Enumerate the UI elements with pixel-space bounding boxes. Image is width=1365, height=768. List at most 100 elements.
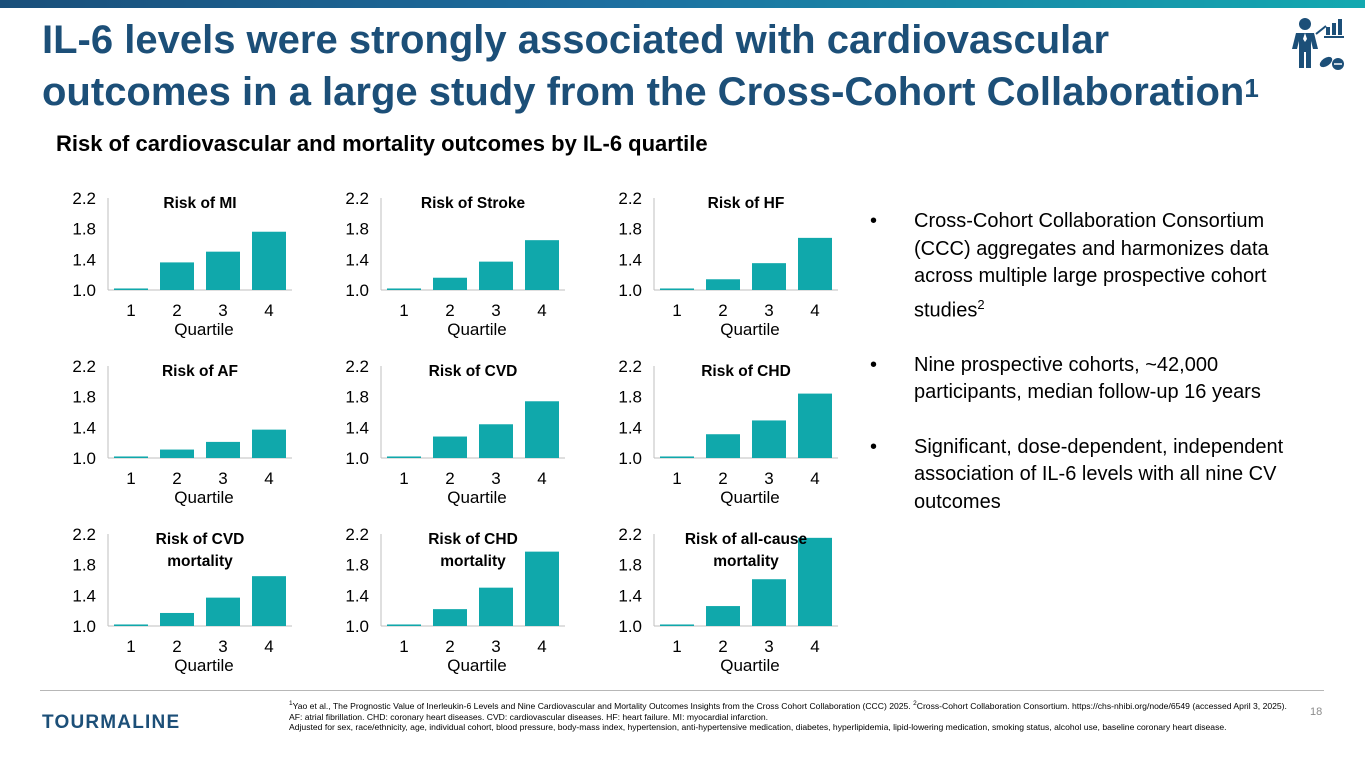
y-tick-label: 1.8 <box>618 556 642 575</box>
key-point-item: • Cross-Cohort Collaboration Consortium (… <box>870 208 1290 325</box>
bar-quartile-1 <box>387 624 421 626</box>
bar-quartile-3 <box>752 420 786 458</box>
footnote-abbreviations: AF: atrial fibrillation. CHD: coronary h… <box>289 711 769 722</box>
y-tick-label: 2.2 <box>345 189 369 208</box>
y-tick-label: 1.4 <box>345 418 369 437</box>
y-tick-label: 1.0 <box>345 449 369 468</box>
x-tick-label: 1 <box>399 637 408 656</box>
x-axis-label: Quartile <box>447 656 507 675</box>
bar-quartile-2 <box>160 612 194 626</box>
bar-quartile-2 <box>706 434 740 458</box>
footnote-ref2-sup: 2 <box>913 700 917 707</box>
page-number: 18 <box>1310 706 1323 718</box>
bullet-icon: • <box>870 353 878 376</box>
key-point-item: • Significant, dose-dependent, independen… <box>870 434 1290 517</box>
x-tick-label: 2 <box>718 637 727 656</box>
researcher-with-chart-and-pills-icon <box>1292 18 1344 70</box>
y-tick-label: 1.0 <box>618 449 642 468</box>
bar-quartile-4 <box>525 401 559 458</box>
bar-quartile-3 <box>752 579 786 626</box>
y-tick-label: 1.8 <box>618 220 642 239</box>
x-tick-label: 1 <box>126 301 135 320</box>
bar-quartile-4 <box>525 551 559 626</box>
bar-quartile-2 <box>433 277 467 290</box>
chart-title: Risk of CVD <box>156 531 245 548</box>
bar-quartile-3 <box>479 587 513 626</box>
key-point-item: • Nine prospective cohorts, ~42,000 parti… <box>870 352 1290 407</box>
x-tick-label: 3 <box>218 637 227 656</box>
y-tick-label: 1.0 <box>72 617 96 636</box>
chart-3: 1.0 1.4 1.8 2.2 1 2 3 4 Quartile Risk of HF <box>618 189 838 339</box>
y-tick-label: 2.2 <box>345 525 369 544</box>
y-tick-label: 2.2 <box>72 189 96 208</box>
chart-panel-subtitle: Risk of cardiovascular and mortality out… <box>56 131 708 156</box>
key-point-text: Nine prospective cohorts, ~42,000 partic… <box>914 353 1261 404</box>
x-tick-label: 3 <box>218 301 227 320</box>
footnote-ref1-sup: 1 <box>289 700 293 707</box>
chart-title: Risk of CHD <box>701 363 791 380</box>
y-tick-label: 1.4 <box>618 418 642 437</box>
x-tick-label: 1 <box>126 469 135 488</box>
bar-quartile-3 <box>206 597 240 626</box>
bar-quartile-2 <box>706 279 740 290</box>
top-accent-bar <box>0 0 1365 8</box>
x-axis-label: Quartile <box>720 656 780 675</box>
x-tick-label: 4 <box>810 637 819 656</box>
x-tick-label: 1 <box>126 637 135 656</box>
bar-quartile-1 <box>114 288 148 290</box>
chart-8: 1.0 1.4 1.8 2.2 1 2 3 4 Quartile Risk of CHD morta… <box>345 525 565 675</box>
x-tick-label: 1 <box>672 469 681 488</box>
x-axis-label: Quartile <box>720 488 780 507</box>
x-tick-label: 1 <box>399 301 408 320</box>
y-tick-label: 1.4 <box>345 250 369 269</box>
y-tick-label: 2.2 <box>618 525 642 544</box>
bar-quartile-3 <box>479 261 513 290</box>
footer-divider <box>40 690 1324 691</box>
y-tick-label: 1.8 <box>345 220 369 239</box>
y-tick-label: 1.0 <box>72 449 96 468</box>
y-tick-label: 1.0 <box>345 617 369 636</box>
bar-quartile-4 <box>798 237 832 290</box>
chart-9: 1.0 1.4 1.8 2.2 1 2 3 4 Quartile Risk of all-caus… <box>618 525 838 675</box>
bar-quartile-3 <box>206 441 240 458</box>
y-tick-label: 1.4 <box>72 586 96 605</box>
bar-quartile-2 <box>160 449 194 458</box>
x-tick-label: 2 <box>172 469 181 488</box>
key-point-text: Cross-Cohort Collaboration Consortium (C… <box>914 210 1269 322</box>
key-point-text: Significant, dose-dependent, independent… <box>914 435 1284 513</box>
x-tick-label: 4 <box>537 469 546 488</box>
bar-quartile-1 <box>114 456 148 458</box>
y-tick-label: 1.8 <box>345 388 369 407</box>
y-tick-label: 1.0 <box>345 281 369 300</box>
x-axis-label: Quartile <box>720 320 780 339</box>
bar-quartile-4 <box>525 240 559 290</box>
chart-title: Risk of Stroke <box>421 195 526 212</box>
y-tick-label: 1.0 <box>618 617 642 636</box>
footnote-ref1: Yao et al., The Prognostic Value of Iner… <box>292 700 914 711</box>
bullet-icon: • <box>870 435 878 458</box>
chart-6: 1.0 1.4 1.8 2.2 1 2 3 4 Quartile Risk of CHD <box>618 357 838 507</box>
y-tick-label: 1.0 <box>618 281 642 300</box>
y-tick-label: 2.2 <box>72 525 96 544</box>
x-tick-label: 2 <box>718 469 727 488</box>
y-tick-label: 1.8 <box>72 388 96 407</box>
x-tick-label: 2 <box>445 301 454 320</box>
x-tick-label: 3 <box>764 301 773 320</box>
x-tick-label: 2 <box>172 301 181 320</box>
y-tick-label: 1.4 <box>618 586 642 605</box>
x-axis-label: Quartile <box>174 488 234 507</box>
footnote-adjustments: Adjusted for sex, race/ethnicity, age, i… <box>289 722 1227 733</box>
x-tick-label: 3 <box>491 637 500 656</box>
bar-quartile-4 <box>252 429 286 458</box>
chart-title: mortality <box>440 553 506 570</box>
chart-title: Risk of MI <box>163 195 236 212</box>
bullet-icon: • <box>870 210 878 232</box>
bar-quartile-3 <box>206 251 240 290</box>
footnote-references: 1Yao et al., The Prognostic Value of Ine… <box>289 699 1299 712</box>
y-tick-label: 2.2 <box>618 189 642 208</box>
chart-title: Risk of all-cause <box>685 531 808 548</box>
y-tick-label: 1.8 <box>72 220 96 239</box>
x-axis-label: Quartile <box>174 656 234 675</box>
x-tick-label: 4 <box>537 637 546 656</box>
y-tick-label: 1.4 <box>72 250 96 269</box>
